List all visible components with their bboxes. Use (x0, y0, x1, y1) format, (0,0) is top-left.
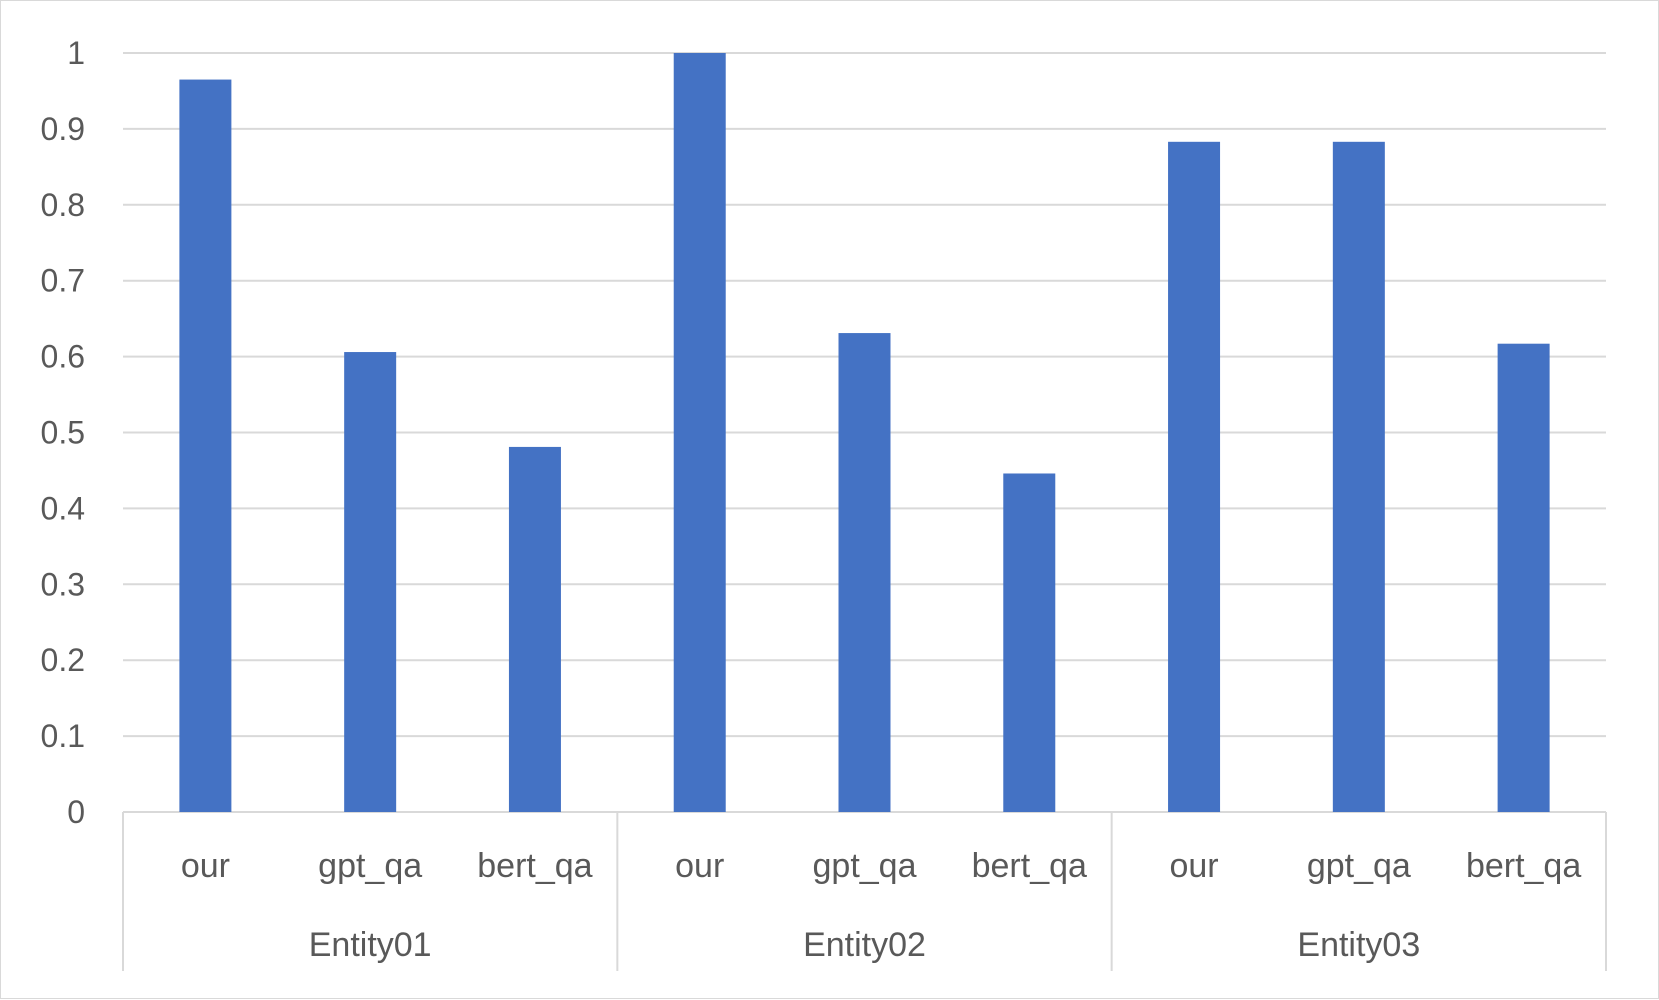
y-tick-label: 0.3 (41, 566, 85, 602)
bar (1497, 343, 1550, 812)
x-category-label: gpt_qa (1307, 847, 1411, 885)
bar (1168, 141, 1221, 813)
bar (1003, 473, 1056, 812)
bar (508, 446, 561, 812)
x-group-label: Entity02 (803, 926, 926, 964)
y-tick-label: 1 (67, 35, 85, 71)
bar (838, 333, 891, 812)
x-category-label: gpt_qa (318, 847, 422, 885)
y-tick-label: 0.7 (41, 263, 85, 299)
y-tick-label: 0.2 (41, 642, 85, 678)
y-tick-label: 0.4 (41, 490, 85, 526)
bar (179, 79, 232, 812)
x-category-label: our (675, 847, 724, 885)
x-category-label: bert_qa (972, 847, 1087, 885)
x-category-label: our (1169, 847, 1218, 885)
x-group-label: Entity01 (309, 926, 432, 964)
x-category-label: our (181, 847, 230, 885)
y-tick-label: 0.6 (41, 339, 85, 375)
x-category-label: bert_qa (477, 847, 592, 885)
x-group-label: Entity03 (1297, 926, 1420, 964)
y-tick-label: 0.5 (41, 415, 85, 451)
y-tick-label: 0.9 (41, 111, 85, 147)
y-tick-label: 0.8 (41, 187, 85, 223)
bar (673, 53, 726, 812)
bar (344, 352, 397, 812)
x-category-label: gpt_qa (813, 847, 917, 885)
y-tick-label: 0 (67, 794, 85, 830)
bar (1332, 141, 1385, 813)
x-category-label: bert_qa (1466, 847, 1581, 885)
y-tick-label: 0.1 (41, 718, 85, 754)
